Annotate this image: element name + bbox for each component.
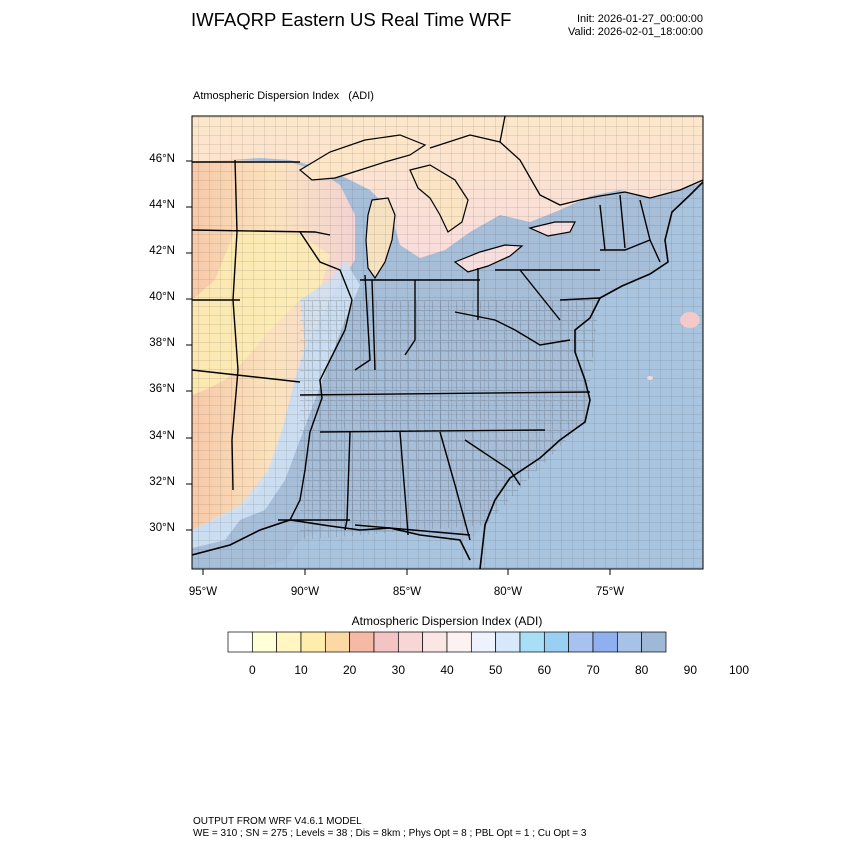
colorbar-box [543,631,570,653]
colorbar-box [446,631,472,653]
colorbar-label: 90 [683,663,697,677]
lat-label: 34°N [149,430,175,442]
colorbar-label: 80 [634,663,649,677]
canada-border [429,116,703,206]
colorbar-title: Atmospheric Dispersion Index (ADI) [351,614,543,628]
map-area [192,116,703,569]
colorbar-box [592,631,618,653]
colorbar-box [568,631,594,653]
coastline [192,181,703,569]
lat-label: 32°N [149,476,175,488]
colorbar-label: 10 [294,663,308,677]
colorbar-box [300,631,326,653]
colorbar-box [495,631,521,653]
lon-label: 90°W [290,586,320,598]
colorbar-box [324,631,351,653]
lat-label: 36°N [149,383,175,395]
lat-label: 40°N [149,291,175,303]
colorbar-label: 70 [586,663,600,677]
colorbar-label: 20 [342,663,357,677]
lon-label: 95°W [188,586,218,598]
colorbar [227,631,667,653]
colorbar-box [616,631,643,653]
colorbar-box [519,631,545,653]
colorbar-box [227,631,253,653]
lat-label: 42°N [149,245,175,257]
colorbar-box [276,631,302,653]
colorbar-box [422,631,448,653]
colorbar-box [470,631,497,653]
axis-ticks [186,160,611,575]
lon-label: 75°W [595,586,625,598]
lat-label: 44°N [149,199,175,211]
colorbar-label: 50 [488,663,503,677]
init-time: Init: 2026-01-27_00:00:00 [577,13,703,25]
main-title: IWFAQRP Eastern US Real Time WRF [191,9,512,30]
colorbar-box [641,631,667,653]
lat-label: 38°N [149,337,175,349]
map-frame [191,115,704,570]
ocean-patch [647,376,653,380]
colorbar-box [373,631,399,653]
colorbar-box [397,631,424,653]
ocean-patch [680,312,700,328]
colorbar-label: 0 [248,663,256,677]
colorbar-label: 60 [537,663,551,677]
valid-time: Valid: 2026-02-01_18:00:00 [568,26,703,38]
footer-config: WE = 310 ; SN = 275 ; Levels = 38 ; Dis … [193,828,587,839]
footer-model: OUTPUT FROM WRF V4.6.1 MODEL [193,816,362,827]
colorbar-box [251,631,278,653]
lon-label: 85°W [392,586,422,598]
colorbar-label: 30 [391,663,405,677]
colorbar-label: 40 [440,663,454,677]
lat-label: 30°N [149,522,175,534]
lat-label: 46°N [149,153,175,165]
map-title: Atmospheric Dispersion Index (ADI) [193,90,374,102]
colorbar-label: 100 [728,663,750,677]
lon-label: 80°W [493,586,523,598]
colorbar-box [349,631,375,653]
